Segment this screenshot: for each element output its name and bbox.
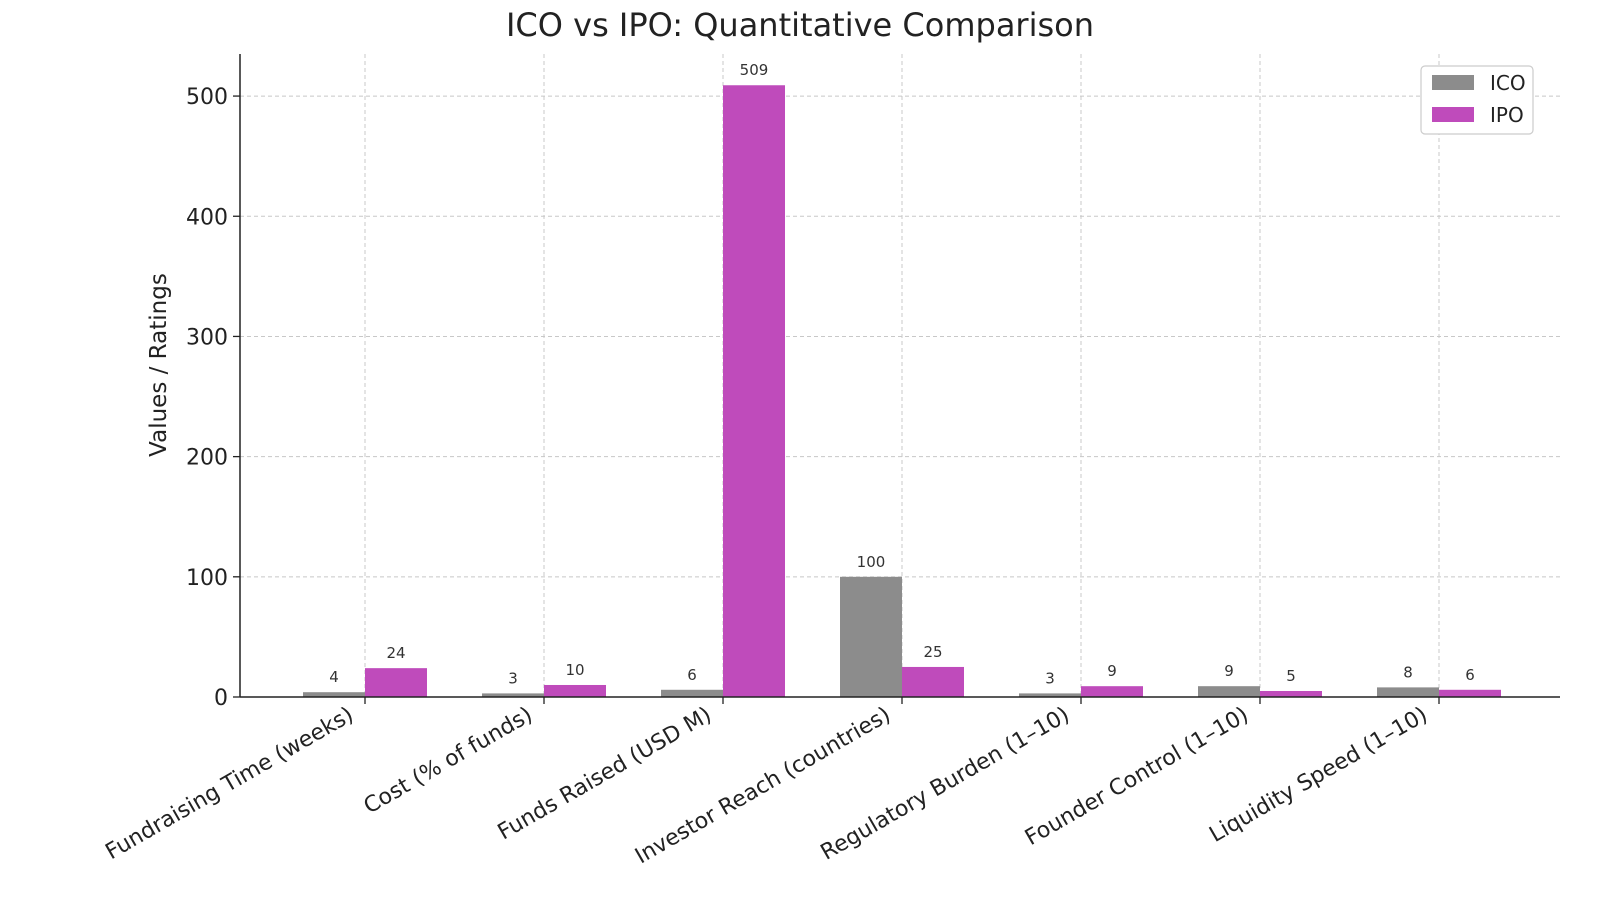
data-label-ipo-fundraising-time-weeks: 24 [386,644,405,662]
data-label-ico-liquidity-speed-1-10: 8 [1403,663,1413,681]
axes [233,54,1560,704]
data-label-ipo-liquidity-speed-1-10: 6 [1465,666,1475,684]
data-label-ico-cost-of-funds: 3 [508,669,518,687]
x-category-label-fundraising-time-weeks: Fundraising Time (weeks) [102,703,358,865]
bar-ico-investor-reach-countries [840,576,902,697]
legend-swatch-ico [1432,75,1474,90]
y-axis-title: Values / Ratings [146,273,172,457]
legend-swatch-ipo [1432,107,1474,122]
bar-ipo-cost-of-funds [544,684,606,697]
bars [303,85,1501,697]
legend: ICO IPO [1420,65,1534,135]
bar-ipo-investor-reach-countries [902,666,964,697]
legend-label-ipo: IPO [1490,103,1524,127]
data-label-ico-fundraising-time-weeks: 4 [329,668,339,686]
data-label-ico-regulatory-burden-1-10: 3 [1045,669,1055,687]
y-tick-label-0: 0 [214,686,228,711]
y-tick-labels: 0 100 200 300 400 500 [186,85,228,711]
y-tick-label-400: 400 [186,205,228,230]
data-labels: 4 24 3 10 6 509 100 25 3 9 9 5 8 6 [329,61,1475,687]
bar-ico-cost-of-funds [482,693,544,697]
data-label-ipo-regulatory-burden-1-10: 9 [1107,662,1117,680]
bar-ico-regulatory-burden-1-10 [1019,693,1081,697]
data-label-ipo-funds-raised-usd-m: 509 [740,61,769,79]
data-label-ipo-investor-reach-countries: 25 [923,643,942,661]
bar-ico-fundraising-time-weeks [303,692,365,697]
bar-ico-founder-control-1-10 [1198,686,1260,697]
data-label-ico-investor-reach-countries: 100 [857,553,886,571]
y-tick-label-200: 200 [186,446,228,471]
data-label-ico-founder-control-1-10: 9 [1224,662,1234,680]
chart-title: ICO vs IPO: Quantitative Comparison [505,6,1094,44]
legend-label-ico: ICO [1490,71,1526,95]
bar-ipo-regulatory-burden-1-10 [1081,686,1143,697]
data-label-ico-funds-raised-usd-m: 6 [687,666,697,684]
y-tick-label-100: 100 [186,566,228,591]
bar-ico-liquidity-speed-1-10 [1377,687,1439,697]
y-tick-label-300: 300 [186,325,228,350]
bar-ipo-liquidity-speed-1-10 [1439,689,1501,697]
data-label-ipo-cost-of-funds: 10 [565,661,584,679]
bar-ipo-founder-control-1-10 [1260,690,1322,697]
bar-ipo-funds-raised-usd-m [723,85,785,697]
x-category-label-cost-of-funds: Cost (% of funds) [360,703,537,820]
data-label-ipo-founder-control-1-10: 5 [1286,667,1296,685]
bar-ico-funds-raised-usd-m [661,689,723,697]
bar-ipo-fundraising-time-weeks [365,668,427,697]
y-tick-label-500: 500 [186,85,228,110]
x-category-labels: Fundraising Time (weeks) Cost (% of funds… [102,703,1432,870]
